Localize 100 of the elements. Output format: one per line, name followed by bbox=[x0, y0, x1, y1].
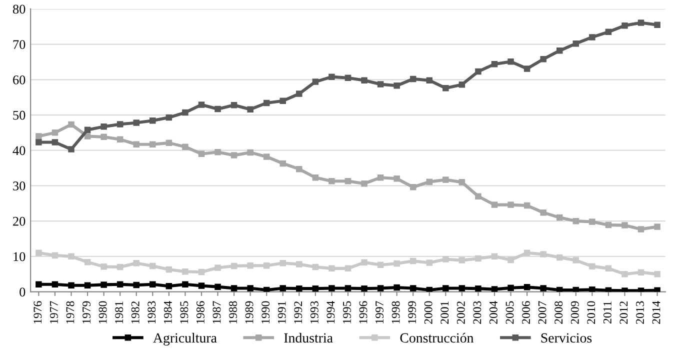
point bbox=[263, 100, 270, 106]
point bbox=[84, 133, 91, 140]
point bbox=[605, 222, 612, 228]
point bbox=[622, 270, 628, 278]
point bbox=[556, 48, 563, 54]
point bbox=[296, 90, 302, 97]
point bbox=[410, 184, 416, 190]
point bbox=[622, 222, 628, 228]
x-tick-label: 1999 bbox=[408, 301, 416, 324]
point bbox=[377, 174, 384, 181]
x-tick-label: 2011 bbox=[603, 302, 612, 324]
point bbox=[458, 285, 466, 292]
point bbox=[280, 98, 286, 104]
point bbox=[230, 262, 238, 270]
point bbox=[442, 256, 449, 262]
point bbox=[133, 282, 140, 288]
point bbox=[84, 282, 91, 289]
point bbox=[182, 268, 188, 275]
point bbox=[68, 282, 74, 289]
x-tick-label: 1984 bbox=[164, 300, 172, 324]
x-tick-label: 2014 bbox=[652, 300, 660, 324]
point bbox=[442, 176, 449, 183]
x-tick-label: 1977 bbox=[50, 301, 58, 324]
x-tick-label: 1995 bbox=[343, 301, 351, 324]
point bbox=[508, 58, 514, 65]
point bbox=[247, 262, 254, 269]
point bbox=[344, 178, 352, 184]
point bbox=[328, 265, 335, 272]
point bbox=[458, 179, 466, 186]
point bbox=[508, 202, 514, 208]
point bbox=[214, 149, 221, 156]
point bbox=[524, 202, 530, 209]
point bbox=[540, 285, 546, 292]
point bbox=[344, 74, 352, 82]
point bbox=[361, 77, 368, 84]
x-tick-label: 1994 bbox=[326, 300, 335, 324]
x-tick-label: 1989 bbox=[245, 301, 254, 324]
point bbox=[214, 106, 221, 112]
point bbox=[426, 178, 433, 185]
point bbox=[572, 40, 580, 47]
point bbox=[36, 133, 42, 140]
point bbox=[280, 260, 286, 266]
x-tick-label: 1991 bbox=[278, 302, 286, 324]
point bbox=[247, 285, 254, 292]
point bbox=[133, 120, 140, 126]
point bbox=[230, 102, 238, 108]
point bbox=[394, 260, 400, 267]
point bbox=[84, 126, 91, 133]
x-tick-label: 1993 bbox=[310, 301, 318, 324]
point bbox=[263, 262, 270, 269]
x-tick-label: 1996 bbox=[359, 301, 368, 324]
point bbox=[344, 285, 352, 292]
point bbox=[52, 281, 58, 288]
point bbox=[524, 66, 530, 72]
x-tick-label: 2007 bbox=[538, 301, 546, 324]
point bbox=[572, 218, 580, 224]
point bbox=[182, 281, 188, 288]
point bbox=[166, 266, 172, 273]
x-tick-label: 2010 bbox=[587, 301, 596, 324]
point bbox=[280, 285, 286, 292]
point bbox=[556, 214, 563, 221]
point bbox=[150, 118, 156, 124]
point bbox=[166, 282, 172, 290]
legend-label: Construcción bbox=[400, 332, 474, 343]
point bbox=[540, 209, 546, 216]
x-tick-label: 1998 bbox=[392, 301, 400, 324]
y-tick-label: 70 bbox=[13, 40, 26, 50]
point bbox=[52, 130, 58, 136]
x-tick-label: 2002 bbox=[456, 301, 465, 324]
point bbox=[377, 262, 384, 268]
y-tick-label: 30 bbox=[13, 182, 26, 190]
point bbox=[312, 174, 319, 181]
point bbox=[508, 256, 514, 264]
point bbox=[394, 82, 400, 89]
point bbox=[475, 193, 482, 200]
point bbox=[605, 265, 612, 272]
point bbox=[508, 284, 514, 292]
point bbox=[312, 264, 319, 270]
point bbox=[361, 180, 368, 187]
point bbox=[296, 261, 302, 268]
point bbox=[572, 286, 580, 292]
x-tick-label: 2008 bbox=[554, 301, 563, 324]
point bbox=[589, 34, 596, 40]
point bbox=[491, 202, 498, 208]
point bbox=[312, 285, 319, 292]
x-tick-label: 1982 bbox=[131, 301, 140, 324]
point bbox=[540, 251, 546, 258]
point bbox=[263, 286, 270, 292]
x-tick-label: 1992 bbox=[294, 301, 302, 324]
point bbox=[654, 270, 660, 278]
point bbox=[524, 250, 530, 256]
point bbox=[426, 286, 433, 292]
point bbox=[100, 124, 107, 130]
point bbox=[394, 284, 400, 291]
point bbox=[116, 281, 124, 288]
point bbox=[116, 121, 124, 128]
point bbox=[344, 265, 352, 272]
point bbox=[426, 260, 433, 266]
point bbox=[100, 282, 107, 288]
point bbox=[36, 139, 42, 146]
